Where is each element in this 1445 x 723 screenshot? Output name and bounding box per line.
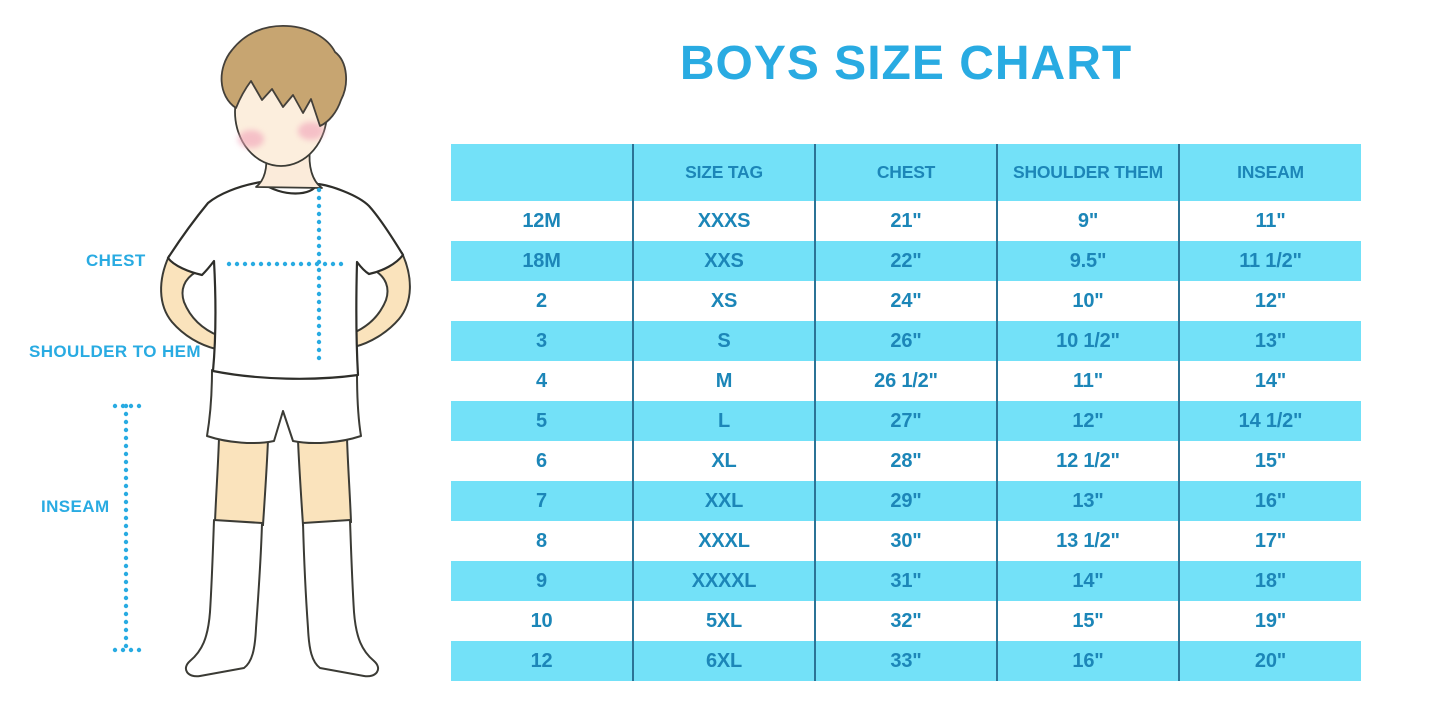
table-cell: 31" (814, 561, 997, 601)
table-cell: 5 (451, 401, 633, 441)
boy-hair (220, 25, 347, 127)
table-cell: 29" (814, 481, 997, 521)
shoulder-to-hem-label: SHOULDER TO HEM (29, 342, 201, 361)
table-cell: 12" (996, 401, 1179, 441)
table-row: 9 XXXXL 31" 14" 18" (451, 561, 1361, 601)
table-row: 5 L 27" 12" 14 1/2" (451, 401, 1361, 441)
table-cell: 5XL (632, 601, 815, 641)
table-cell: XS (632, 281, 815, 321)
table-cell: 9 (451, 561, 633, 601)
boy-sock-right (302, 519, 379, 678)
inseam-label: INSEAM (41, 497, 110, 516)
table-cell: 3 (451, 321, 633, 361)
table-cell: M (632, 361, 815, 401)
table-cell: XXXXL (632, 561, 815, 601)
table-cell: 10 (451, 601, 633, 641)
page-title: BOYS SIZE CHART (679, 37, 1133, 90)
table-cell: 30" (814, 521, 997, 561)
table-cell: 18M (451, 241, 633, 281)
table-cell: 9" (996, 201, 1179, 241)
table-row: 6 XL 28" 12 1/2" 15" (451, 441, 1361, 481)
boy-leg-left (213, 436, 270, 527)
boy-illustration (112, 25, 411, 678)
table-row: 4 M 26 1/2" 11" 14" (451, 361, 1361, 401)
table-cell: XXXL (632, 521, 815, 561)
table-cell: 12 1/2" (996, 441, 1179, 481)
table-row: 2 XS 24" 10" 12" (451, 281, 1361, 321)
table-cell: 32" (814, 601, 997, 641)
table-cell: XL (632, 441, 815, 481)
table-cell: 10 1/2" (996, 321, 1179, 361)
table-header-row: SIZE TAG CHEST SHOULDER THEM INSEAM (451, 144, 1361, 201)
table-cell: XXL (632, 481, 815, 521)
table-cell: 16" (996, 641, 1179, 681)
column-header: SIZE TAG (632, 144, 815, 201)
table-cell: 21" (814, 201, 997, 241)
table-cell: 6XL (632, 641, 815, 681)
size-table: SIZE TAG CHEST SHOULDER THEM INSEAM 12M XXXS… (451, 144, 1361, 681)
chest-label: CHEST (86, 251, 146, 270)
column-header: INSEAM (1178, 144, 1361, 201)
boy-shorts (206, 369, 362, 445)
table-cell: 15" (996, 601, 1179, 641)
table-row: 8 XXXL 30" 13 1/2" 17" (451, 521, 1361, 561)
table-cell: 13 1/2" (996, 521, 1179, 561)
boy-sock-left (185, 519, 263, 678)
table-cell: 14 1/2" (1178, 401, 1361, 441)
inseam-measure-line (112, 403, 145, 653)
column-header (451, 144, 633, 201)
table-cell: 14" (996, 561, 1179, 601)
table-cell: 11 1/2" (1178, 241, 1361, 281)
table-cell: 26 1/2" (814, 361, 997, 401)
table-cell: S (632, 321, 815, 361)
boy-blush-left (238, 130, 264, 148)
table-cell: XXS (632, 241, 815, 281)
table-cell: 16" (1178, 481, 1361, 521)
table-cell: 26" (814, 321, 997, 361)
table-cell: 12 (451, 641, 633, 681)
table-cell: 33" (814, 641, 997, 681)
table-cell: 9.5" (996, 241, 1179, 281)
boy-leg-right (296, 436, 353, 527)
table-cell: L (632, 401, 815, 441)
table-cell: 6 (451, 441, 633, 481)
table-cell: 22" (814, 241, 997, 281)
column-header: CHEST (814, 144, 997, 201)
column-header: SHOULDER THEM (996, 144, 1179, 201)
table-row: 10 5XL 32" 15" 19" (451, 601, 1361, 641)
table-cell: 12" (1178, 281, 1361, 321)
table-cell: XXXS (632, 201, 815, 241)
table-cell: 13" (1178, 321, 1361, 361)
table-cell: 19" (1178, 601, 1361, 641)
table-cell: 12M (451, 201, 633, 241)
table-cell: 27" (814, 401, 997, 441)
boy-blush-right (298, 122, 324, 140)
boy-shirt (166, 180, 405, 380)
table-row: 3 S 26" 10 1/2" 13" (451, 321, 1361, 361)
table-cell: 4 (451, 361, 633, 401)
table-cell: 15" (1178, 441, 1361, 481)
table-cell: 20" (1178, 641, 1361, 681)
table-cell: 18" (1178, 561, 1361, 601)
table-cell: 11" (996, 361, 1179, 401)
table-cell: 2 (451, 281, 633, 321)
table-row: 7 XXL 29" 13" 16" (451, 481, 1361, 521)
table-row: 18M XXS 22" 9.5" 11 1/2" (451, 241, 1361, 281)
table-row: 12M XXXS 21" 9" 11" (451, 201, 1361, 241)
table-cell: 7 (451, 481, 633, 521)
table-cell: 11" (1178, 201, 1361, 241)
table-cell: 17" (1178, 521, 1361, 561)
table-cell: 14" (1178, 361, 1361, 401)
table-cell: 8 (451, 521, 633, 561)
table-cell: 24" (814, 281, 997, 321)
table-cell: 28" (814, 441, 997, 481)
table-cell: 13" (996, 481, 1179, 521)
table-cell: 10" (996, 281, 1179, 321)
table-row: 12 6XL 33" 16" 20" (451, 641, 1361, 681)
